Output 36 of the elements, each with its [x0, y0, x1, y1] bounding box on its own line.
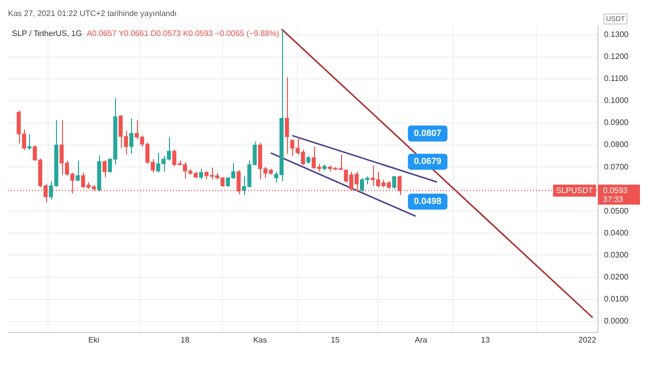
candlestick — [284, 76, 289, 154]
annotation: 0.0807 — [414, 128, 442, 138]
y-tick-label: 0.1200 — [604, 52, 630, 62]
y-tick-label: 0.0000 — [604, 316, 630, 326]
y-tick-label: 0.0900 — [604, 118, 630, 128]
x-tick-label: 15 — [330, 335, 340, 344]
y-tick-label: 0.0500 — [604, 206, 630, 216]
y-tick-label: 0.0800 — [604, 140, 630, 150]
candlestick — [76, 160, 80, 182]
chart-subtitle: A0.0657 Y0.0661 D0.0573 K0.0593 −0.0065 (−9.88%) — [86, 29, 280, 38]
y-tick-label: 0.0100 — [604, 294, 630, 304]
x-tick-label: 13 — [480, 335, 490, 344]
x-tick-label: Kas — [253, 335, 267, 344]
text: 0.0593 — [603, 186, 628, 195]
candlestick — [129, 118, 134, 154]
x-tick-label: Ara — [414, 335, 428, 344]
text: Kas 27, 2021 01:22 UTC+2 tarihinde yayınlandı — [8, 9, 177, 18]
y-tick-label: 0.1000 — [604, 96, 630, 106]
x-tick-label: 18 — [180, 335, 190, 344]
y-tick-label: 0.1100 — [604, 74, 628, 84]
x-tick-label: 2022 — [578, 335, 597, 344]
candlestick — [199, 168, 204, 180]
chart-title: SLP / TetherUS, 1G — [12, 29, 82, 38]
candlestick — [102, 160, 107, 178]
x-tick-label: Eki — [88, 335, 100, 344]
candlestick — [392, 176, 396, 190]
y-tick-label: 0.0300 — [604, 250, 630, 260]
annotation: 0.0679 — [414, 156, 442, 166]
ref-line-label: SLPUSDT — [556, 186, 594, 195]
y-tick-label: 0.0700 — [604, 162, 630, 172]
y-tick-label: 0.0200 — [604, 272, 630, 282]
annotation: 0.0498 — [414, 196, 442, 206]
text: 37:33 — [603, 194, 624, 204]
y-tick-label: 0.0400 — [604, 228, 630, 238]
candlestick — [27, 134, 32, 150]
y-tick-label: 0.1300 — [604, 30, 630, 40]
